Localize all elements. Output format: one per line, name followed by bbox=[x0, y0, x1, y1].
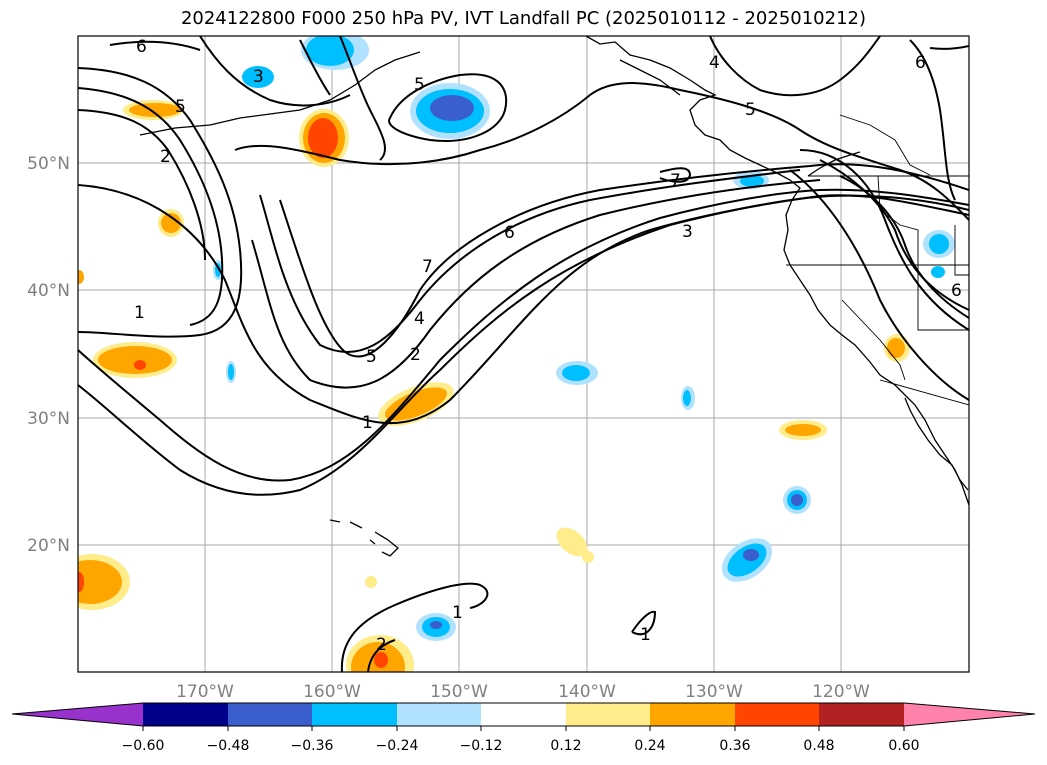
colorbar-segment bbox=[650, 703, 735, 726]
lon-tick-label: 120°W bbox=[812, 682, 870, 702]
lon-tick-label: 140°W bbox=[558, 682, 616, 702]
colorbar-segment bbox=[228, 703, 312, 726]
colorbar-label: 0.24 bbox=[634, 738, 665, 754]
lat-tick-label: 20°N bbox=[27, 536, 70, 556]
contour-label: 6 bbox=[136, 37, 147, 57]
contour-label: 6 bbox=[915, 53, 926, 73]
graticule bbox=[78, 36, 969, 672]
colorbar-segment bbox=[397, 703, 481, 726]
map-area bbox=[78, 36, 969, 672]
contour-label: 5 bbox=[745, 100, 756, 120]
contour-label: 6 bbox=[504, 223, 515, 243]
colorbar-label: −0.48 bbox=[207, 738, 250, 754]
lon-tick-label: 130°W bbox=[685, 682, 743, 702]
colorbar-label: −0.36 bbox=[291, 738, 334, 754]
colorbar-label: 0.36 bbox=[719, 738, 750, 754]
colorbar-label: 0.12 bbox=[550, 738, 581, 754]
lat-tick-label: 40°N bbox=[27, 281, 70, 301]
contour-label: 3 bbox=[253, 67, 264, 87]
colorbar-segment bbox=[735, 703, 819, 726]
contour-label: 1 bbox=[362, 413, 373, 433]
contour-label: 1 bbox=[452, 603, 463, 623]
lon-tick-label: 160°W bbox=[303, 682, 361, 702]
lat-tick-label: 50°N bbox=[27, 154, 70, 174]
colorbar-segment bbox=[143, 703, 228, 726]
pv-contours bbox=[78, 36, 969, 672]
lon-axis: 170°W 160°W 150°W 140°W 130°W 120°W bbox=[176, 682, 870, 702]
colorbar-label: −0.12 bbox=[460, 738, 503, 754]
colorbar-segment bbox=[312, 703, 397, 726]
lat-tick-label: 30°N bbox=[27, 409, 70, 429]
colorbar-segment bbox=[819, 703, 904, 726]
contour-label: 2 bbox=[410, 345, 421, 365]
map-frame bbox=[77, 35, 970, 673]
contour-label: 1 bbox=[640, 625, 651, 645]
lon-tick-label: 170°W bbox=[176, 682, 234, 702]
contour-label: 6 bbox=[951, 281, 962, 301]
contour-label: 5 bbox=[414, 75, 425, 95]
contour-label: 1 bbox=[134, 303, 145, 323]
contour-label: 5 bbox=[175, 97, 186, 117]
colorbar-label: 0.60 bbox=[888, 738, 919, 754]
contour-labels: 6 3 5 4 5 6 5 2 7 6 3 1 7 4 5 2 1 6 1 2 … bbox=[134, 37, 962, 655]
lat-axis: 50°N 40°N 30°N 20°N bbox=[27, 154, 70, 556]
contour-label: 7 bbox=[670, 171, 681, 191]
colorbar-extend-low bbox=[12, 703, 143, 726]
contour-label: 2 bbox=[376, 635, 387, 655]
contour-label: 4 bbox=[709, 53, 720, 73]
colorbar-segment bbox=[566, 703, 650, 726]
colorbar: −0.60 −0.48 −0.36 −0.24 −0.12 0.12 0.24 … bbox=[11, 702, 1036, 754]
contour-label: 4 bbox=[414, 309, 425, 329]
contour-label: 3 bbox=[682, 222, 693, 242]
contour-label: 7 bbox=[422, 257, 433, 277]
colorbar-label: −0.24 bbox=[376, 738, 419, 754]
colorbar-label: −0.60 bbox=[122, 738, 165, 754]
colorbar-label: 0.48 bbox=[803, 738, 834, 754]
colorbar-extend-high bbox=[904, 703, 1035, 726]
colorbar-segment bbox=[481, 703, 566, 726]
chart-title: 2024122800 F000 250 hPa PV, IVT Landfall… bbox=[180, 8, 867, 29]
contour-label: 5 bbox=[366, 347, 377, 367]
contour-label: 2 bbox=[160, 147, 171, 167]
lon-tick-label: 150°W bbox=[430, 682, 488, 702]
